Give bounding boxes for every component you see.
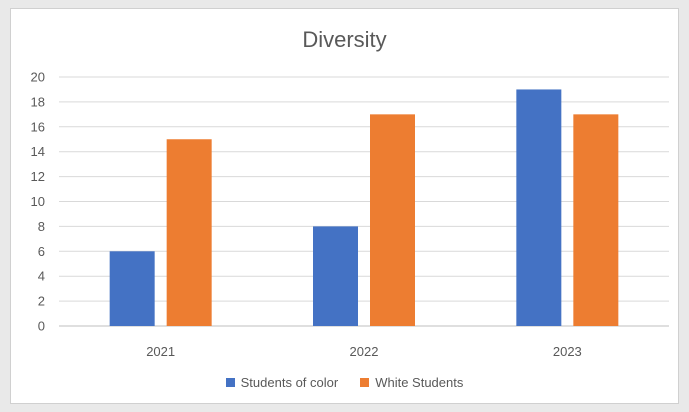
legend-label: White Students (375, 375, 464, 390)
y-tick-label: 18 (31, 94, 45, 109)
y-tick-label: 20 (31, 70, 45, 85)
x-tick-label: 2023 (553, 344, 582, 359)
y-tick-label: 6 (38, 244, 45, 259)
bar-students-of-color-2021 (109, 251, 155, 326)
legend-item: Students of color (225, 375, 339, 390)
y-tick-label: 0 (38, 319, 45, 334)
plot-area: 0 2 4 6 8 10 12 14 16 18 20 2021 2022 2023 (31, 70, 669, 359)
legend: Students of color White Students (11, 375, 678, 390)
legend-item: White Students (360, 375, 463, 390)
bar-students-of-color-2022 (313, 226, 358, 326)
legend-label: Students of color (240, 375, 339, 390)
y-tick-label: 4 (38, 269, 45, 284)
x-tick-label: 2022 (350, 344, 379, 359)
y-tick-label: 12 (31, 169, 45, 184)
legend-swatch (360, 378, 370, 387)
chart-frame: Diversity 0 2 4 6 8 10 12 14 16 18 20 2021 2022 2023 … (10, 8, 679, 404)
x-tick-label: 2021 (146, 344, 175, 359)
y-tick-label: 8 (38, 219, 45, 234)
bar-students-of-color-2023 (516, 89, 562, 326)
y-tick-label: 2 (38, 294, 45, 309)
bar-white-students-2021 (166, 139, 212, 326)
bar-white-students-2023 (573, 114, 619, 326)
y-tick-label: 14 (31, 144, 45, 159)
legend-swatch (225, 378, 235, 387)
chart-title: Diversity (302, 27, 387, 52)
bar-white-students-2022 (370, 114, 415, 326)
y-tick-label: 16 (31, 119, 45, 134)
y-tick-label: 10 (31, 194, 45, 209)
